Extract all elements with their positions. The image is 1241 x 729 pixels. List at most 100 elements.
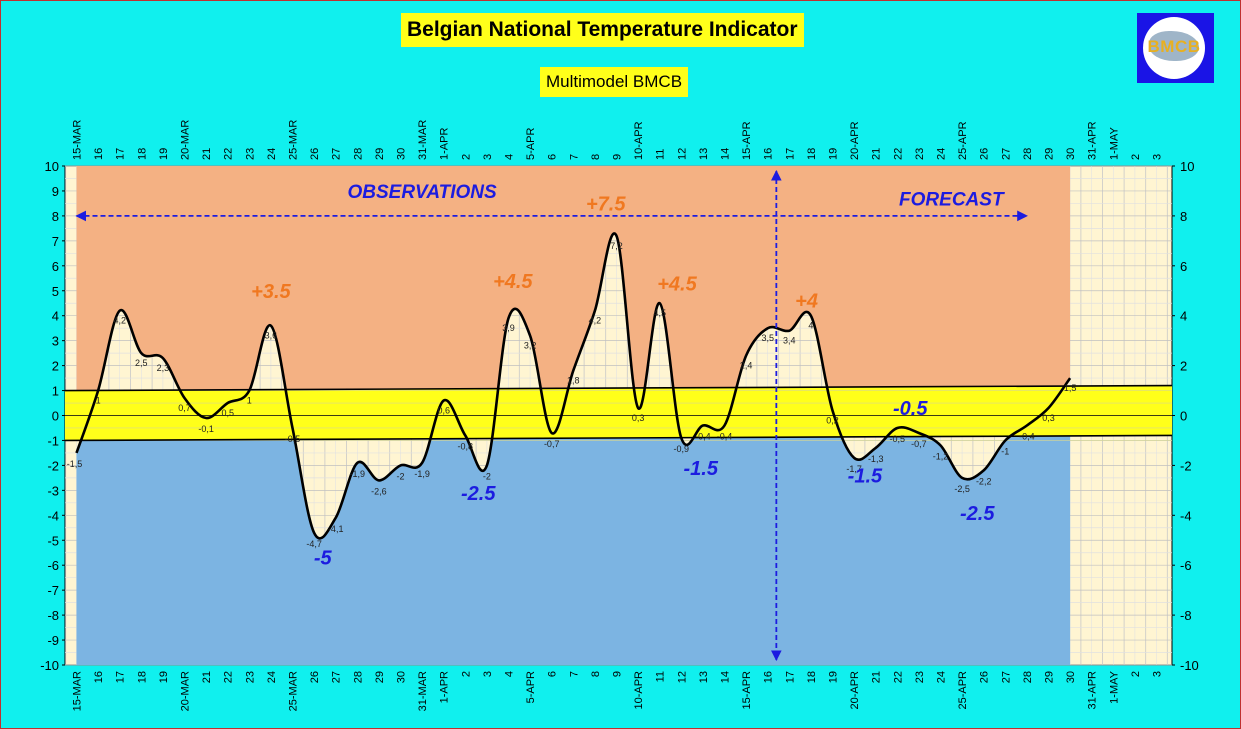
x-tick-label: 30 bbox=[1065, 671, 1077, 683]
x-top-tick-label: 15-APR bbox=[741, 121, 753, 160]
data-label: 3,5 bbox=[761, 333, 774, 343]
x-top-tick-label: 27 bbox=[1000, 148, 1012, 160]
data-label: -1,7 bbox=[846, 464, 862, 474]
cold-peak-label: -1.5 bbox=[684, 458, 719, 480]
chart-subtitle: Multimodel BMCB bbox=[540, 67, 689, 97]
series-line bbox=[75, 232, 1072, 540]
x-tick-label: 14 bbox=[720, 671, 732, 683]
x-tick-label: 4 bbox=[504, 671, 516, 677]
y-tick-label: 1 bbox=[52, 384, 59, 399]
x-top-tick-label: 3 bbox=[482, 154, 494, 160]
data-label: 2,4 bbox=[740, 361, 753, 371]
y-right-tick-label: 10 bbox=[1180, 159, 1194, 174]
x-tick-label: 16 bbox=[763, 671, 775, 683]
cold-peak-label: -2.5 bbox=[461, 483, 496, 505]
logo-disc: BMCB bbox=[1143, 17, 1205, 79]
x-top-tick-label: 2 bbox=[460, 154, 472, 160]
x-top-tick-label: 4 bbox=[504, 154, 516, 160]
x-top-tick-label: 18 bbox=[136, 148, 148, 160]
data-label: -2,2 bbox=[976, 476, 992, 486]
data-label: 0,6 bbox=[437, 406, 450, 416]
y-tick-label: 6 bbox=[52, 259, 59, 274]
y-right-tick-label: -4 bbox=[1180, 508, 1192, 523]
x-tick-label: 9 bbox=[612, 671, 624, 677]
x-top-tick-label: 29 bbox=[1044, 148, 1056, 160]
x-top-tick-label: 20-MAR bbox=[180, 120, 192, 160]
x-tick-label: 31-APR bbox=[1087, 671, 1099, 710]
x-top-tick-label: 22 bbox=[223, 148, 235, 160]
cold-peak-label: -1.5 bbox=[848, 465, 883, 487]
warm-peak-label: +4.5 bbox=[493, 271, 533, 293]
x-top-tick-label: 18 bbox=[806, 148, 818, 160]
x-top-tick-label: 7 bbox=[568, 154, 580, 160]
x-top-tick-label: 5-APR bbox=[525, 128, 537, 160]
warm-anomaly-area bbox=[76, 166, 1071, 391]
y-tick-label: 7 bbox=[52, 234, 59, 249]
y-tick-label: 4 bbox=[52, 309, 59, 324]
x-tick-label: 22 bbox=[892, 671, 904, 683]
x-top-tick-label: 28 bbox=[352, 148, 364, 160]
x-top-tick-label: 24 bbox=[266, 148, 278, 160]
x-tick-label: 16 bbox=[93, 671, 105, 683]
x-top-tick-label: 14 bbox=[720, 148, 732, 160]
x-tick-label: 11 bbox=[655, 671, 667, 682]
y-right-tick-label: 0 bbox=[1180, 409, 1187, 424]
x-top-tick-label: 25-APR bbox=[957, 121, 969, 160]
data-label: 2,5 bbox=[135, 358, 148, 368]
x-tick-label: 21 bbox=[871, 671, 883, 683]
y-right-tick-label: 2 bbox=[1180, 359, 1187, 374]
y-tick-label: -3 bbox=[47, 483, 59, 498]
x-top-tick-label: 16 bbox=[763, 148, 775, 160]
x-top-tick-label: 23 bbox=[244, 148, 256, 160]
data-label: 3,4 bbox=[783, 336, 796, 346]
x-tick-label: 25-MAR bbox=[288, 671, 300, 711]
warm-peak-label: +4.5 bbox=[657, 273, 697, 295]
data-label: -2,5 bbox=[954, 484, 970, 494]
chart-title: Belgian National Temperature Indicator bbox=[401, 13, 804, 47]
x-top-tick-label: 15-MAR bbox=[72, 120, 84, 160]
x-tick-label: 17 bbox=[784, 671, 796, 683]
y-tick-label: -1 bbox=[47, 433, 59, 448]
x-tick-label: 29 bbox=[1044, 671, 1056, 683]
x-top-tick-label: 17 bbox=[784, 148, 796, 160]
x-tick-label: 22 bbox=[223, 671, 235, 683]
x-top-tick-label: 9 bbox=[612, 154, 624, 160]
x-tick-label: 24 bbox=[936, 671, 948, 683]
y-right-tick-label: -2 bbox=[1180, 458, 1192, 473]
x-top-tick-label: 13 bbox=[698, 148, 710, 160]
x-tick-label: 3 bbox=[1152, 671, 1164, 677]
x-tick-label: 15-MAR bbox=[72, 671, 84, 711]
x-tick-label: 5-APR bbox=[525, 671, 537, 703]
region-label: OBSERVATIONS bbox=[347, 182, 497, 203]
x-tick-label: 17 bbox=[115, 671, 127, 683]
x-tick-label: 30 bbox=[396, 671, 408, 683]
data-label: 0,2 bbox=[826, 416, 839, 426]
x-tick-label: 31-MAR bbox=[417, 671, 429, 711]
warm-peak-label: +3.5 bbox=[251, 281, 291, 303]
x-tick-label: 26 bbox=[309, 671, 321, 683]
data-label: -0,4 bbox=[717, 431, 733, 441]
data-label: -0,7 bbox=[544, 439, 560, 449]
x-tick-label: 24 bbox=[266, 671, 278, 683]
data-label: 1,8 bbox=[567, 376, 580, 386]
x-tick-label: 28 bbox=[1022, 671, 1034, 683]
x-top-tick-label: 1-MAY bbox=[1108, 127, 1120, 160]
data-label: -0,7 bbox=[911, 439, 927, 449]
y-tick-label: -10 bbox=[40, 658, 59, 673]
data-label: -1,2 bbox=[933, 451, 949, 461]
x-top-tick-label: 27 bbox=[331, 148, 343, 160]
data-label: -1 bbox=[1001, 446, 1009, 456]
y-right-tick-label: -6 bbox=[1180, 558, 1192, 573]
data-label: -0,1 bbox=[198, 424, 214, 434]
cold-peak-label: -0.5 bbox=[893, 398, 928, 420]
data-label: 7,2 bbox=[610, 241, 623, 251]
cold-peak-label: -5 bbox=[314, 548, 333, 570]
x-tick-label: 1-MAY bbox=[1108, 670, 1120, 703]
y-tick-label: -6 bbox=[47, 558, 59, 573]
x-top-tick-label: 20-APR bbox=[849, 121, 861, 160]
y-tick-label: -4 bbox=[47, 508, 59, 523]
x-tick-label: 27 bbox=[331, 671, 343, 683]
x-tick-label: 8 bbox=[590, 671, 602, 677]
x-tick-label: 3 bbox=[482, 671, 494, 677]
